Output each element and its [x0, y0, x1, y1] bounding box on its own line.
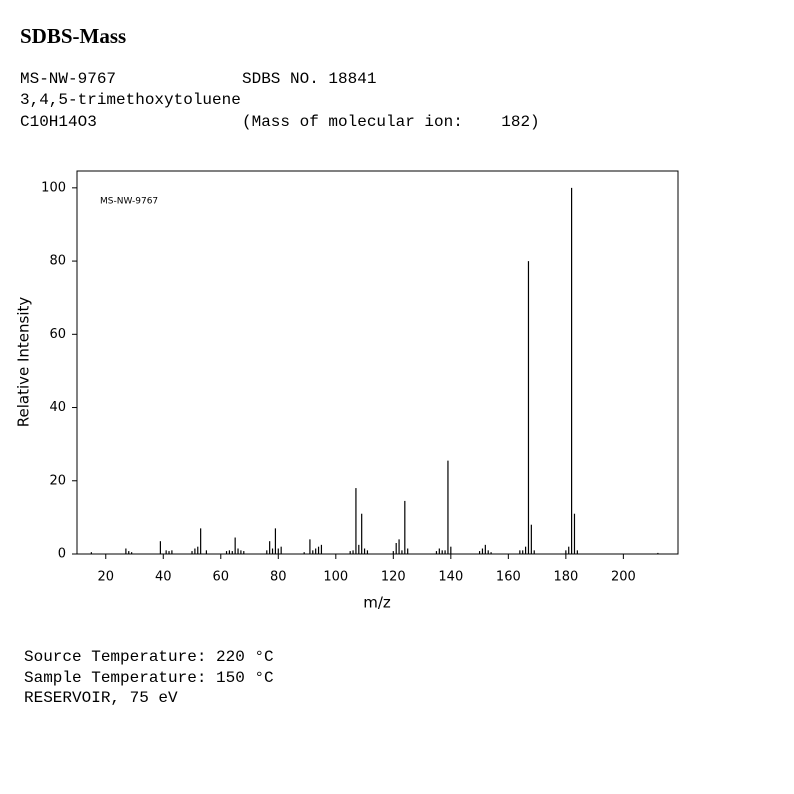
molecular-ion: (Mass of molecular ion: 182)	[242, 113, 540, 131]
sample-temperature: Sample Temperature: 150 °C	[24, 669, 274, 687]
x-tick-label: 100	[323, 570, 348, 585]
x-tick-label: 20	[97, 570, 114, 585]
ionization: RESERVOIR, 75 eV	[24, 689, 178, 707]
spectrum-id: MS-NW-9767	[20, 70, 116, 88]
y-tick-label: 80	[49, 254, 66, 269]
plot-frame	[76, 170, 679, 555]
source-temperature: Source Temperature: 220 °C	[24, 648, 274, 666]
page-title: SDBS-Mass	[20, 24, 126, 48]
x-tick-label: 60	[213, 570, 230, 585]
compound-name: 3,4,5-trimethoxytoluene	[20, 91, 241, 109]
x-tick-label: 200	[611, 570, 636, 585]
y-axis-label: Relative Intensity	[15, 297, 33, 428]
x-tick-label: 80	[270, 570, 287, 585]
x-tick-label: 180	[553, 570, 578, 585]
formula: C10H14O3	[20, 113, 97, 131]
y-tick-label: 100	[41, 180, 66, 195]
y-tick-label: 60	[49, 327, 66, 342]
x-tick-label: 120	[381, 570, 406, 585]
x-tick-label: 160	[496, 570, 521, 585]
x-axis-label: m/z	[363, 594, 391, 612]
y-tick-label: 0	[58, 547, 66, 562]
x-tick-label: 140	[438, 570, 463, 585]
plot-annotation: MS-NW-9767	[100, 197, 158, 207]
y-tick-label: 20	[49, 473, 66, 488]
x-tick-label: 40	[155, 570, 172, 585]
y-tick-label: 40	[49, 400, 66, 415]
sdbs-number: SDBS NO. 18841	[242, 70, 376, 88]
